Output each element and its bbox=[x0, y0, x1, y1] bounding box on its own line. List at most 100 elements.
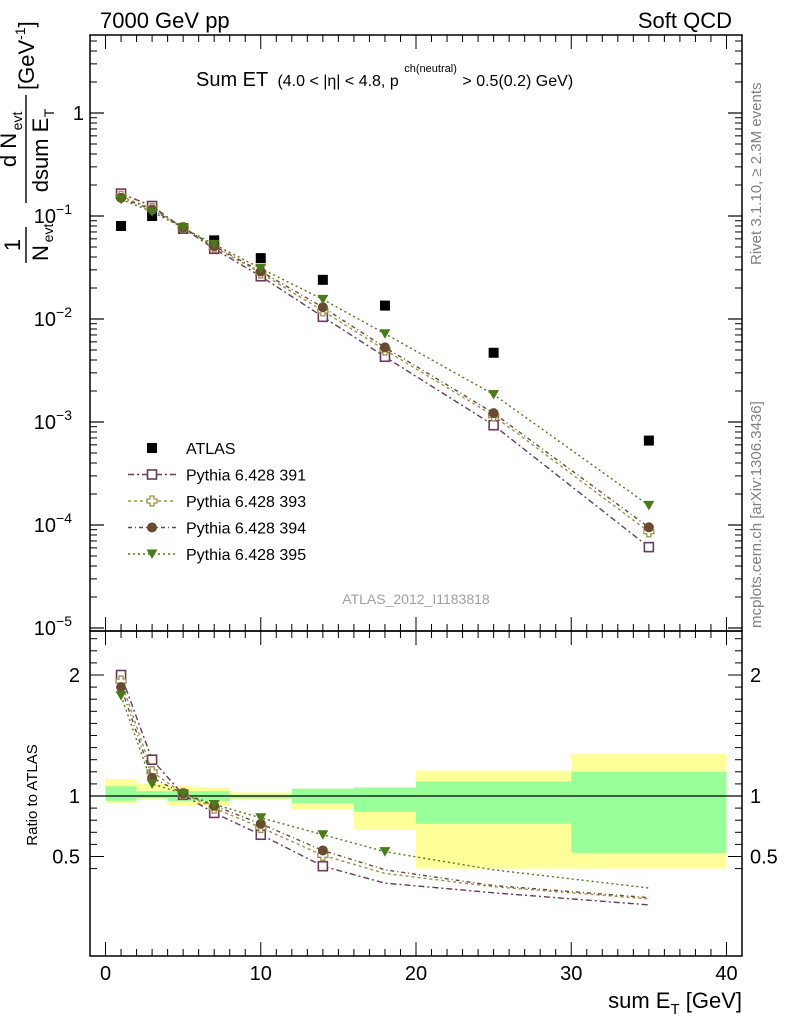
legend-label: Pythia 6.428 394 bbox=[186, 521, 306, 538]
series-line bbox=[120, 195, 650, 533]
data-point bbox=[116, 220, 127, 231]
ratio-point bbox=[317, 845, 328, 856]
data-point bbox=[317, 302, 328, 313]
title-detail-b: > 0.5(0.2) GeV) bbox=[462, 73, 573, 90]
data-point bbox=[643, 500, 655, 511]
analysis-watermark: ATLAS_2012_I1183818 bbox=[342, 591, 490, 607]
data-point bbox=[488, 419, 499, 431]
y-label-rotated: 1Nevtd Nevtdsum ET[GeV-1] bbox=[0, 21, 57, 263]
ratio-point bbox=[317, 830, 329, 840]
ratio-point bbox=[317, 860, 329, 872]
uncertainty-band-green bbox=[136, 791, 168, 799]
series-line bbox=[120, 192, 650, 548]
legend-item: ATLAS bbox=[147, 441, 236, 458]
legend-marker bbox=[146, 495, 158, 507]
y-label-T: T bbox=[41, 108, 57, 117]
ratio-point bbox=[208, 799, 220, 810]
side-text-rivet: Rivet 3.1.10, ≥ 2.3M events bbox=[748, 83, 765, 266]
legend-item: Pythia 6.428 391 bbox=[128, 468, 306, 485]
y-label-unit: [GeV-1] bbox=[12, 21, 39, 90]
title-main: Sum ET bbox=[196, 69, 268, 91]
y-tick-label: 10−5 bbox=[34, 613, 72, 640]
data-point bbox=[317, 294, 329, 305]
y-tick-label: 10−4 bbox=[34, 510, 72, 537]
ratio-series-3 bbox=[116, 682, 649, 899]
y-label-unit-exp: -1 bbox=[12, 27, 28, 40]
title-detail-a: (4.0 < |η| < 4.8, p bbox=[277, 73, 398, 90]
data-point bbox=[379, 300, 390, 311]
y-axis-label-composite: 1Nevtd Nevtdsum ET[GeV-1] bbox=[0, 21, 57, 263]
uncertainty-band-green bbox=[353, 787, 416, 812]
series-atlas bbox=[116, 211, 654, 446]
ratio-bands bbox=[105, 753, 727, 869]
data-point bbox=[255, 253, 266, 264]
header-left: 7000 GeV pp bbox=[100, 8, 230, 33]
y-tick-label: 2 bbox=[69, 665, 80, 687]
main-y-ticks: 10−5 10−4 10−3 10−2 10−1 1 bbox=[34, 35, 742, 640]
y-tick-label: 10−2 bbox=[34, 304, 72, 331]
data-point bbox=[379, 329, 391, 339]
y-tick-label: 10−1 bbox=[34, 201, 72, 228]
legend-marker bbox=[146, 469, 158, 480]
legend-item: Pythia 6.428 394 bbox=[128, 521, 306, 538]
uncertainty-band-green bbox=[571, 771, 727, 853]
x-tick-label: 10 bbox=[250, 963, 272, 985]
y-label-evt: evt bbox=[40, 224, 56, 243]
ratio-line bbox=[120, 686, 649, 899]
title-detail-sup: ch(neutral) bbox=[404, 63, 457, 75]
y-axis-label-fraction: 1Nevtd Nevtdsum ET[GeV-1] bbox=[0, 21, 57, 263]
data-point bbox=[177, 223, 189, 233]
header-right: Soft QCD bbox=[638, 8, 732, 33]
y-label-one: 1 bbox=[0, 239, 25, 251]
data-point bbox=[255, 263, 267, 274]
ratio-panel: 0 10 20 30 40 0.5 0.5 1 1 2 2 bbox=[52, 631, 778, 985]
ratio-point bbox=[255, 813, 267, 823]
uncertainty-band-green bbox=[105, 786, 137, 801]
plot-title: Sum ET (4.0 < |η| < 4.8, p ch(neutral) >… bbox=[196, 55, 573, 91]
ratio-point bbox=[115, 691, 127, 701]
y-tick-label: 1 bbox=[73, 103, 84, 125]
ratio-point bbox=[146, 779, 158, 789]
x-tick-label: 30 bbox=[560, 963, 582, 985]
data-point bbox=[146, 207, 158, 217]
x-tick-label: 0 bbox=[100, 963, 111, 985]
y-label-dsum: dsum E bbox=[28, 118, 53, 193]
data-point bbox=[488, 347, 499, 358]
ratio-point bbox=[379, 847, 391, 857]
ratio-series bbox=[115, 669, 649, 906]
y-axis-label-ratio: Ratio to ATLAS bbox=[24, 744, 41, 845]
uncertainty-band-green bbox=[416, 781, 572, 824]
series-line bbox=[120, 197, 650, 528]
y-tick-label: 10−3 bbox=[34, 407, 72, 434]
legend-label: Pythia 6.428 393 bbox=[186, 494, 306, 511]
data-point bbox=[488, 389, 500, 400]
data-point bbox=[488, 408, 499, 419]
data-point bbox=[379, 342, 390, 353]
y-tick-label-right: 2 bbox=[750, 665, 761, 687]
main-panel-frame bbox=[89, 34, 743, 632]
legend-item: Pythia 6.428 393 bbox=[128, 494, 306, 511]
data-point bbox=[208, 239, 220, 250]
legend-item: Pythia 6.428 395 bbox=[128, 547, 306, 564]
data-point bbox=[115, 194, 127, 205]
y-tick-label-right: 1 bbox=[750, 786, 761, 808]
ratio-ticks: 0 10 20 30 40 0.5 0.5 1 1 2 2 bbox=[52, 631, 778, 985]
y-label-evt2: evt bbox=[9, 112, 25, 131]
y-label-N: N bbox=[28, 245, 53, 261]
x-tick-label: 40 bbox=[715, 963, 737, 985]
ratio-point bbox=[255, 818, 266, 829]
data-point bbox=[643, 435, 654, 446]
legend-label: ATLAS bbox=[186, 441, 236, 458]
y-tick-label: 1 bbox=[69, 786, 80, 808]
main-panel: 10−5 10−4 10−3 10−2 10−1 1 bbox=[34, 35, 742, 640]
legend-label: Pythia 6.428 395 bbox=[186, 547, 306, 564]
legend: ATLAS Pythia 6.428 391 Pythia 6.428 393 Pyt… bbox=[128, 441, 306, 564]
data-point bbox=[643, 541, 655, 553]
uncertainty-band-green bbox=[229, 794, 292, 799]
ratio-point bbox=[116, 682, 127, 693]
y-tick-label-right: 0.5 bbox=[750, 847, 778, 869]
ratio-point bbox=[146, 754, 158, 766]
legend-marker bbox=[147, 522, 157, 533]
x-tick-label: 20 bbox=[405, 963, 427, 985]
